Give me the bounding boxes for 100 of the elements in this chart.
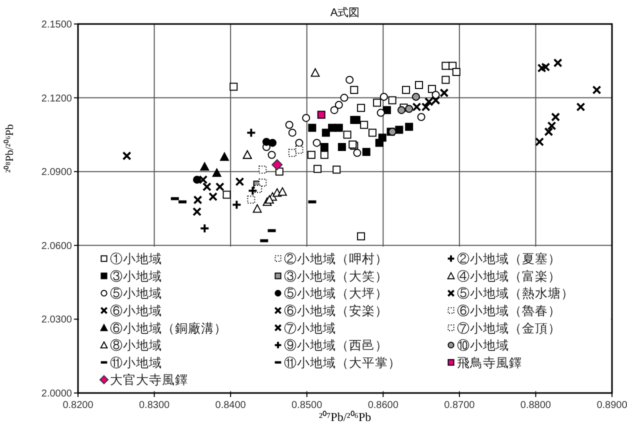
point: [200, 223, 210, 234]
point: [295, 138, 304, 147]
point: [314, 164, 322, 173]
point: [258, 166, 267, 174]
y-tick-label: 2.1200: [41, 93, 72, 104]
legend-label: ②小地域（夏塞）: [457, 251, 561, 266]
point: [302, 114, 310, 122]
legend-label: ⑤小地域（大坪）: [284, 286, 388, 301]
point: [198, 175, 208, 184]
point: [397, 106, 406, 114]
x-axis-title: ²⁰⁷Pb/²⁰⁶Pb: [318, 410, 372, 424]
point: [320, 150, 328, 159]
y-tick-label: 2.0300: [41, 314, 72, 326]
legend-label: ⑥小地域（銅廠溝）: [110, 321, 227, 336]
legend-label: ⑥小地域（安楽）: [284, 303, 388, 318]
x-tick-label: 0.8900: [596, 400, 627, 411]
point: [405, 104, 414, 113]
legend-label: ⑦小地域（金頂）: [457, 321, 561, 336]
x-tick-label: 0.8500: [292, 400, 323, 411]
y-axis-title: ²⁰⁸Pb/²⁰⁶Pb: [3, 124, 16, 173]
legend-label: ⑧小地域: [110, 338, 162, 353]
point: [230, 82, 238, 91]
point: [268, 150, 276, 159]
point: [340, 94, 348, 102]
point: [322, 128, 330, 137]
point: [310, 68, 320, 77]
point: [288, 128, 296, 137]
point: [442, 76, 450, 84]
point: [334, 100, 343, 109]
point: [362, 148, 370, 156]
point: [357, 232, 366, 240]
point: [330, 106, 338, 114]
point: [373, 98, 382, 107]
point: [338, 143, 346, 151]
legend-label: ①小地域: [110, 252, 162, 266]
point: [317, 110, 326, 119]
point: [193, 195, 202, 204]
point: [395, 126, 404, 134]
legend-label: ②小地域（呷村）: [284, 252, 388, 266]
point: [332, 166, 341, 174]
point: [544, 127, 554, 136]
point: [412, 92, 420, 101]
point: [252, 204, 262, 213]
point: [452, 68, 460, 76]
y-tick-label: 2.0900: [41, 167, 72, 178]
point: [122, 151, 132, 160]
x-tick-label: 0.8200: [62, 400, 94, 411]
point: [388, 96, 396, 104]
point: [235, 177, 244, 186]
point: [382, 106, 391, 114]
legend-label: ⑥小地域（魯春）: [457, 304, 561, 318]
point: [428, 84, 436, 93]
point: [202, 182, 212, 192]
point: [272, 159, 283, 170]
point: [405, 122, 414, 131]
point: [328, 124, 336, 132]
point: [222, 190, 231, 199]
point: [312, 138, 321, 147]
point: [535, 137, 544, 146]
point: [541, 62, 550, 72]
point: [192, 207, 202, 216]
point: [357, 104, 366, 112]
point: [254, 184, 262, 193]
legend-label: ⑨小地域（西邑）: [284, 338, 388, 353]
chart-title: A式図: [330, 6, 360, 19]
point: [368, 128, 376, 137]
point: [350, 86, 358, 94]
point: [246, 128, 256, 138]
point: [220, 152, 229, 161]
point: [551, 112, 560, 122]
point: [320, 143, 328, 151]
point: [376, 108, 385, 117]
point: [346, 76, 354, 84]
x-tick-label: 0.8400: [215, 400, 246, 411]
legend-label: ⑪小地域（大平掌）: [284, 356, 401, 370]
point: [360, 120, 368, 129]
legend-label: 飛鳥寺風鐸: [457, 356, 522, 370]
x-tick-label: 0.8800: [520, 400, 552, 411]
point: [278, 187, 287, 196]
point: [232, 200, 242, 210]
point: [380, 92, 388, 101]
point: [264, 195, 274, 204]
legend-label: ⑦小地域: [284, 321, 336, 336]
point: [200, 162, 210, 171]
point: [215, 182, 224, 192]
point: [402, 86, 410, 94]
point: [268, 138, 277, 147]
x-tick-label: 0.8600: [368, 400, 399, 411]
point: [285, 120, 294, 129]
point: [576, 102, 586, 112]
y-tick-label: 2.1500: [41, 20, 72, 30]
point: [208, 192, 218, 202]
legend-label: ④小地域（富楽）: [457, 268, 561, 284]
point: [307, 150, 316, 159]
legend-label: ⑤小地域: [110, 286, 162, 301]
point: [417, 112, 426, 121]
legend-label: ⑩小地域: [457, 338, 509, 353]
point: [212, 168, 222, 177]
y-tick-label: 2.0600: [41, 240, 72, 252]
legend-label: ⑤小地域（熱水塘）: [457, 286, 574, 301]
